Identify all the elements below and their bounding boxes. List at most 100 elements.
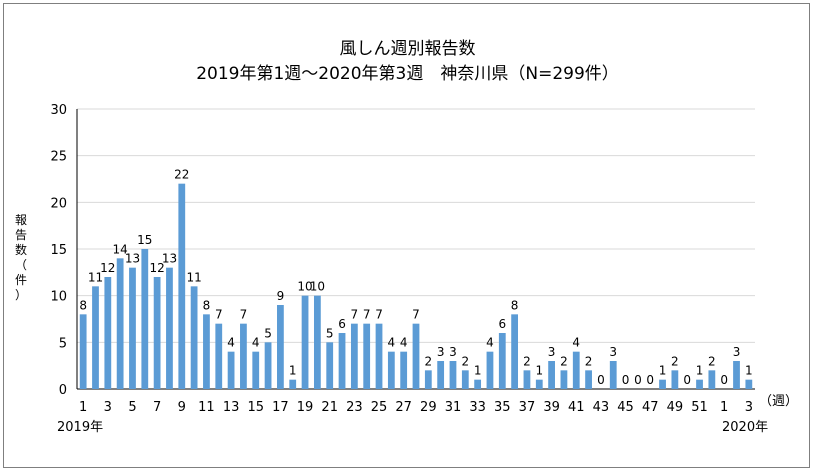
x-tick-label: 39 (543, 400, 560, 415)
data-label: 3 (733, 345, 741, 359)
data-label: 7 (363, 308, 371, 322)
bar (264, 342, 272, 389)
data-label: 1 (289, 364, 297, 378)
data-label: 0 (634, 373, 642, 387)
data-label: 1 (696, 364, 704, 378)
x-tick-label: 23 (346, 400, 363, 415)
bar (498, 333, 506, 389)
bar (449, 361, 457, 389)
bar (387, 351, 395, 389)
bar (486, 351, 494, 389)
data-label: 4 (252, 336, 260, 350)
data-label: 10 (297, 280, 312, 294)
chart-title: 風しん週別報告数 (339, 39, 476, 59)
data-label: 5 (264, 326, 272, 340)
bar (215, 323, 223, 389)
bar (375, 323, 383, 389)
bar (326, 342, 334, 389)
bar (548, 361, 555, 389)
year-start-label: 2019年 (57, 420, 103, 435)
x-tick-label: 3 (745, 400, 753, 415)
data-label: 6 (338, 317, 346, 331)
data-label: 13 (125, 252, 140, 266)
bar (696, 379, 703, 389)
data-label: 6 (498, 317, 506, 331)
y-tick-label: 30 (50, 103, 67, 118)
data-label: 1 (659, 364, 667, 378)
data-label: 12 (100, 261, 115, 275)
data-label: 2 (708, 354, 716, 368)
bar (153, 277, 161, 389)
y-tick-label: 20 (50, 196, 67, 211)
bar (363, 323, 371, 389)
x-tick-label: 15 (247, 400, 264, 415)
bar (313, 295, 321, 389)
x-tick-label: 49 (667, 400, 684, 415)
x-tick-label: 25 (371, 400, 388, 415)
data-label: 22 (174, 168, 189, 182)
bar (338, 333, 346, 389)
data-label: 7 (351, 308, 359, 322)
x-tick-label: 47 (642, 400, 659, 415)
data-label: 2 (425, 354, 433, 368)
bar (252, 351, 260, 389)
data-label: 2 (560, 354, 568, 368)
data-label: 4 (388, 336, 396, 350)
data-label: 3 (548, 345, 556, 359)
data-label: 4 (400, 336, 408, 350)
data-label: 9 (277, 289, 285, 303)
bar (400, 351, 408, 389)
x-tick-label: 13 (223, 400, 240, 415)
bar (79, 314, 87, 389)
data-label: 14 (113, 242, 128, 256)
bar (511, 314, 519, 389)
data-label: 2 (585, 354, 593, 368)
data-label: 11 (186, 270, 201, 284)
x-tick-label: 35 (494, 400, 511, 415)
bar (523, 370, 531, 389)
bar (535, 379, 543, 389)
chart-frame (3, 3, 810, 468)
x-tick-label: 43 (593, 400, 610, 415)
bar (240, 323, 247, 389)
bar (178, 183, 186, 389)
bar (474, 379, 482, 389)
y-axis-label: 報告数（件） (14, 213, 27, 302)
data-label: 1 (535, 364, 543, 378)
x-tick-label: 7 (153, 400, 161, 415)
x-tick-label: 33 (469, 400, 486, 415)
bar (437, 361, 445, 389)
x-tick-label: 1 (720, 400, 728, 415)
data-label: 2 (461, 354, 469, 368)
data-label: 1 (474, 364, 482, 378)
x-tick-label: 17 (272, 400, 289, 415)
chart-subtitle: 2019年第1週～2020年第3週 神奈川県（N=299件） (196, 64, 619, 84)
bar (227, 351, 235, 389)
data-label: 4 (227, 336, 235, 350)
bar (129, 267, 136, 389)
bar (203, 314, 210, 389)
bar (141, 249, 149, 389)
data-label: 2 (671, 354, 679, 368)
data-label: 12 (149, 261, 164, 275)
data-label: 2 (523, 354, 531, 368)
data-label: 7 (375, 308, 383, 322)
bar (461, 370, 469, 389)
data-label: 3 (609, 345, 617, 359)
bar (424, 370, 432, 389)
x-axis-unit: （週） (759, 394, 798, 409)
data-label: 8 (79, 298, 87, 312)
data-label: 3 (437, 345, 445, 359)
bar (609, 361, 617, 389)
data-label: 7 (215, 308, 223, 322)
data-label: 5 (326, 326, 334, 340)
bar (745, 379, 753, 389)
x-tick-label: 29 (420, 400, 437, 415)
bar (166, 267, 173, 389)
bar (92, 286, 99, 389)
x-tick-label: 31 (445, 400, 462, 415)
bar (585, 370, 592, 389)
bar (277, 305, 284, 389)
x-tick-label: 9 (178, 400, 186, 415)
